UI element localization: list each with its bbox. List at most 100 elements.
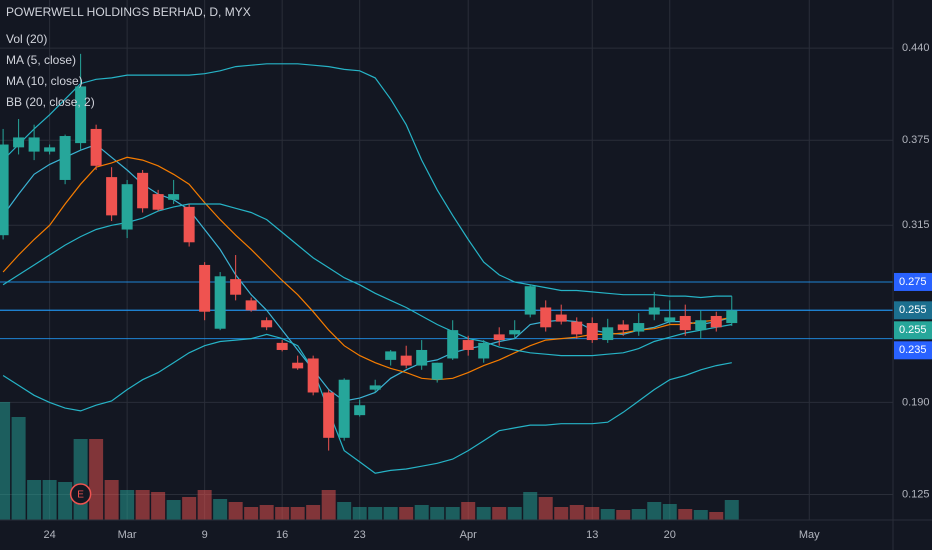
candle-body [431,362,443,380]
legend-entry: MA (10, close) [6,74,83,88]
volume-bar [476,507,491,520]
candle-body [478,342,490,359]
volume-bar [399,507,414,520]
candle-body [493,334,505,341]
volume-bar [724,500,739,520]
y-tick-label: 0.190 [902,396,930,408]
price-label-box [894,301,932,320]
y-tick-label: 0.315 [902,219,930,231]
axes: 0.440 0.375 0.315 0.190 0.125 24 Mar 9 16 23 Apr 13… [43,42,932,541]
legend-entry: Vol (20) [6,32,47,46]
candle-body [555,314,567,322]
candle-body [245,300,257,311]
candle-body [400,355,412,366]
volume-bar [259,505,274,520]
candle-body [168,194,180,200]
chart-title: POWERWELL HOLDINGS BERHAD, D, MYX [6,5,251,19]
x-tick-label: May [799,529,820,541]
y-tick-label: 0.375 [902,134,930,146]
candle-body [230,279,242,295]
candle-body [664,317,676,322]
candle-body [679,315,691,331]
volume-bar [306,505,321,520]
candle-body [509,330,521,335]
volume-bar [569,505,584,520]
volume-bar [89,439,104,520]
volume-bar [585,507,600,520]
legend-entry: BB (20, close, 2) [6,95,95,109]
x-tick-label: Apr [460,529,477,541]
volume-pane: E [0,402,739,520]
volume-bar [228,502,243,520]
volume-bar [383,507,398,520]
candle-body [13,137,25,148]
candles [0,53,738,451]
candle-body [633,323,645,332]
volume-bar [430,507,445,520]
volume-bar [197,490,212,520]
volume-bar [538,497,553,520]
candle-body [90,128,102,166]
x-tick-label: 20 [664,529,676,541]
candle-body [447,330,459,359]
candle-body [648,307,660,315]
candle-body [369,385,381,390]
candle-body [121,184,133,230]
volume-bar [523,492,538,520]
candle-body [726,310,738,324]
candle-body [416,349,428,366]
candle-body [0,144,9,236]
volume-bar [662,504,677,520]
volume-bar [616,510,631,520]
candle-body [338,379,350,438]
indicator-lines [0,63,893,474]
candle-body [385,351,397,360]
price-label: 0.275 [899,276,927,288]
candle-body [695,320,707,331]
x-tick-label: 23 [354,529,366,541]
bollinger-lower [2,333,732,474]
candle-body [183,206,195,243]
volume-bar [337,502,352,520]
volume-bar [244,507,259,520]
bollinger-upper [2,63,732,299]
candle-body [586,323,598,341]
volume-bar [42,480,57,520]
volume-bar [11,417,26,520]
volume-bar [368,507,383,520]
candle-body [307,358,319,393]
candle-body [44,147,56,152]
candle-body [540,307,552,328]
volume-bar [631,509,646,520]
candle-body [137,172,149,209]
volume-bar [600,509,615,520]
candle-body [75,86,87,144]
volume-bar [709,512,724,520]
candle-body [199,264,211,312]
volume-bar [290,507,305,520]
candle-body [106,177,118,216]
volume-bar [58,482,73,520]
volume-bar [461,502,476,520]
volume-bar [321,490,336,520]
candle-body [292,362,304,369]
volume-bar [104,480,119,520]
grid [0,0,893,520]
candle-body [323,392,335,438]
price-label: 0.255 [899,324,927,336]
volume-bar [492,507,507,520]
candle-body [214,276,226,329]
earnings-marker [69,483,92,505]
candle-body [261,320,273,328]
volume-bar [213,499,228,520]
volume-bar [647,502,662,520]
x-tick-label: 9 [202,529,208,541]
volume-bar [693,510,708,520]
candle-body [710,315,722,328]
price-label-box [894,341,932,360]
candle-body [602,327,614,341]
price-label: 0.255 [899,304,927,316]
x-tick-label: 24 [43,529,55,541]
